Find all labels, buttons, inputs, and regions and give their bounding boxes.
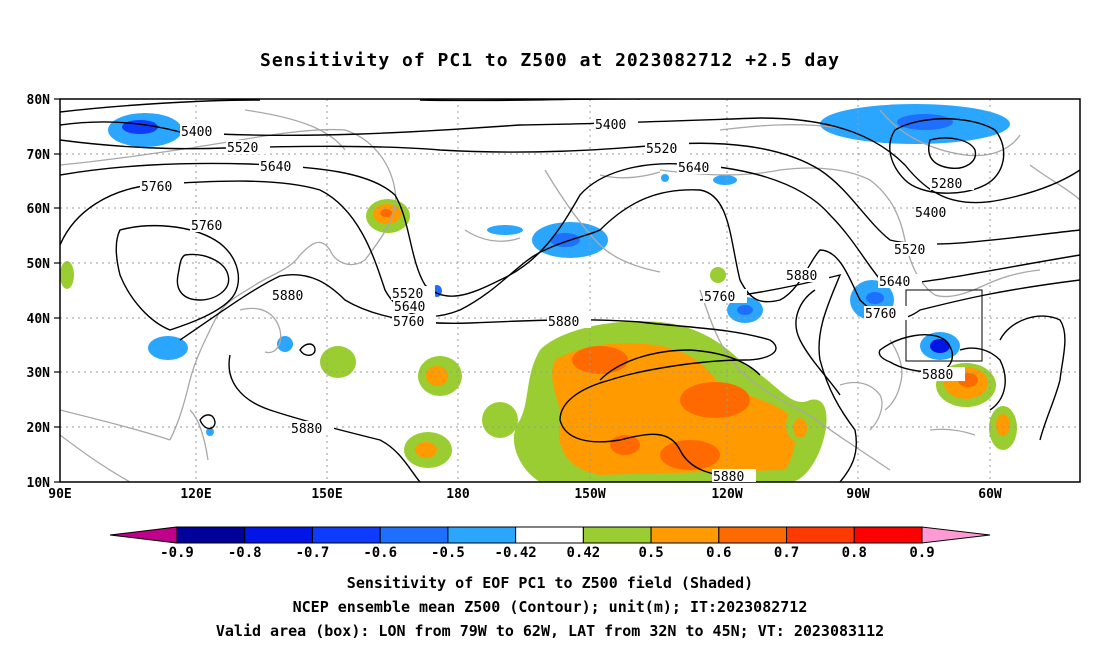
lon-label: 120E bbox=[180, 487, 211, 502]
neg-region-japan-south bbox=[148, 336, 188, 360]
colorbar-label: -0.8 bbox=[228, 545, 262, 561]
colorbar-label: 0.6 bbox=[706, 545, 731, 561]
colorbar-label: 0.9 bbox=[909, 545, 934, 561]
contour-label: 5520 bbox=[646, 142, 677, 157]
lat-label: 50N bbox=[27, 257, 51, 272]
colorbar-swatch bbox=[244, 526, 313, 544]
contour-label: 5760 bbox=[704, 290, 735, 305]
contour-label: 5520 bbox=[392, 287, 423, 302]
lat-label: 20N bbox=[27, 421, 51, 436]
colorbar-swatch bbox=[582, 526, 652, 544]
contour-label: 5640 bbox=[260, 160, 291, 175]
contour-label: 5640 bbox=[678, 161, 709, 176]
colorbar-label: -0.7 bbox=[296, 545, 330, 561]
contour-label: 5760 bbox=[141, 180, 172, 195]
lon-label: 120W bbox=[711, 487, 742, 502]
colorbar-under-triangle bbox=[109, 526, 178, 544]
colorbar-swatch bbox=[515, 526, 584, 544]
contour-label: 5880 bbox=[922, 368, 953, 383]
plot-frame bbox=[59, 98, 1081, 483]
contour-label: 5520 bbox=[227, 141, 258, 156]
contour-label: 5400 bbox=[181, 125, 212, 140]
colorbar-over-triangle bbox=[921, 526, 991, 544]
lat-label: 60N bbox=[27, 202, 51, 217]
colorbar-label: 0.5 bbox=[638, 545, 663, 561]
lat-ticks bbox=[54, 98, 60, 483]
colorbar-label: -0.6 bbox=[363, 545, 397, 561]
colorbar-swatch bbox=[447, 526, 517, 544]
contour-label: 5400 bbox=[595, 118, 626, 133]
caption-line-1: Sensitivity of EOF PC1 to Z500 field (Sh… bbox=[346, 574, 754, 592]
colorbar-label: -0.42 bbox=[495, 545, 537, 561]
lon-label: 90E bbox=[48, 487, 71, 502]
valid-area-box bbox=[905, 289, 983, 362]
colorbar-label: 0.8 bbox=[842, 545, 867, 561]
contour-label: 5760 bbox=[865, 307, 896, 322]
contour-5520 bbox=[60, 139, 1080, 245]
lon-axis: 90E 120E 150E 180 150W 120W 90W 60W bbox=[48, 487, 1002, 502]
lon-label: 90W bbox=[846, 487, 870, 502]
contour-label: 5880 bbox=[713, 470, 744, 485]
contour-label: 5760 bbox=[393, 315, 424, 330]
colorbar-label: -0.5 bbox=[431, 545, 465, 561]
colorbar-swatch bbox=[786, 526, 855, 544]
contour-5640 bbox=[60, 162, 1080, 297]
sensitivity-shading bbox=[60, 104, 1017, 482]
lon-label: 60W bbox=[978, 487, 1002, 502]
lat-label: 80N bbox=[27, 93, 51, 108]
colorbar-label: -0.9 bbox=[160, 545, 194, 561]
contour-labels: 5400 5400 5400 5520 5520 5520 5520 5640 … bbox=[140, 117, 974, 485]
colorbar-swatch bbox=[311, 526, 381, 544]
contour-label: 5880 bbox=[272, 289, 303, 304]
colorbar-label: 0.7 bbox=[774, 545, 799, 561]
contour-label: 5880 bbox=[291, 422, 322, 437]
colorbar: -0.9 -0.8 -0.7 -0.6 -0.5 -0.42 0.42 0.5 0.6 0.7 0.… bbox=[109, 526, 991, 561]
lat-axis: 80N 70N 60N 50N 40N 30N 20N 10N bbox=[27, 93, 51, 491]
lat-label: 70N bbox=[27, 148, 51, 163]
contour-label: 5880 bbox=[548, 315, 579, 330]
colorbar-swatch bbox=[176, 526, 246, 544]
lon-label: 150E bbox=[311, 487, 342, 502]
lat-label: 10N bbox=[27, 476, 51, 491]
contour-label: 5640 bbox=[394, 300, 425, 315]
contour-label: 5760 bbox=[191, 219, 222, 234]
colorbar-label: 0.42 bbox=[567, 545, 601, 561]
colorbar-swatch bbox=[650, 526, 720, 544]
contour-label: 5640 bbox=[879, 275, 910, 290]
colorbar-swatch bbox=[718, 526, 788, 544]
contour-label: 5520 bbox=[894, 243, 925, 258]
contour-label: 5400 bbox=[915, 206, 946, 221]
contour-label: 5880 bbox=[786, 269, 817, 284]
lat-label: 30N bbox=[27, 366, 51, 381]
contour-5880 bbox=[179, 274, 777, 479]
colorbar-swatch bbox=[853, 526, 923, 544]
lat-label: 40N bbox=[27, 312, 51, 327]
colorbar-swatch bbox=[379, 526, 449, 544]
map-title: Sensitivity of PC1 to Z500 at 2023082712… bbox=[259, 50, 840, 71]
contour-5760 bbox=[60, 180, 1080, 320]
contour-label: 5280 bbox=[931, 177, 962, 192]
caption-line-3: Valid area (box): LON from 79W to 62W, L… bbox=[215, 622, 885, 640]
caption-line-2: NCEP ensemble mean Z500 (Contour); unit(… bbox=[292, 598, 808, 616]
lon-label: 180 bbox=[446, 487, 470, 502]
lon-label: 150W bbox=[574, 487, 605, 502]
